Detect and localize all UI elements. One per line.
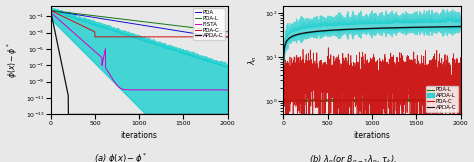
PDA [48,10,54,12]
PDA-C [64,17,69,19]
PDA-L [281,100,286,102]
X-axis label: iterations: iterations [121,131,158,140]
FISTA [193,89,199,91]
PDA-L [290,100,296,102]
PDA-C [458,81,464,82]
PDA [114,20,119,22]
Legend: PDA-L, APDA-L, PDA-C, APDA-C: PDA-L, APDA-L, PDA-C, APDA-C [426,86,458,112]
FISTA [225,89,231,91]
Line: APDA-C: APDA-C [51,11,228,114]
PDA-C [225,36,231,38]
APDA-C [64,85,69,87]
PDA [154,27,160,29]
PDA [225,36,231,38]
APDA-C [52,29,57,31]
PDA-C [346,74,352,76]
Text: (a) $\phi(x) - \phi^*$: (a) $\phi(x) - \phi^*$ [94,152,148,162]
PDA-L [64,11,69,13]
PDA-L [296,100,302,102]
PDA-C [155,36,160,38]
PDA-L [285,100,291,102]
PDA-C [283,123,288,125]
PDA-L [284,100,290,102]
PDA [64,12,69,14]
Y-axis label: $\phi(x) - \phi^*$: $\phi(x) - \phi^*$ [6,42,20,78]
Line: PDA-C: PDA-C [283,48,461,124]
PDA-L [48,10,54,12]
X-axis label: iterations: iterations [354,131,391,140]
Line: PDA: PDA [51,11,228,37]
PDA-C [326,47,331,49]
PDA-C [296,89,302,91]
PDA [193,33,199,35]
Line: PDA-L: PDA-L [51,11,228,32]
PDA-C [114,36,119,38]
PDA-C [52,12,57,13]
APDA-C [65,113,71,115]
PDA-L [427,100,432,102]
PDA-L [154,22,160,24]
FISTA [199,89,205,91]
APDA-C [57,56,63,58]
PDA-C [427,70,432,72]
PDA [212,36,218,38]
APDA-C [48,10,54,12]
FISTA [154,89,160,91]
PDA-C [48,10,54,12]
PDA-L [57,11,63,13]
APDA-C [194,113,200,115]
PDA-C [281,78,286,80]
FISTA [48,11,54,13]
PDA-L [387,100,393,102]
PDA-L [360,97,365,99]
Legend: PDA, PDA-L, FISTA, PDA-C, APDA-C: PDA, PDA-L, FISTA, PDA-C, APDA-C [193,8,225,40]
PDA-C [92,36,98,38]
Line: PDA-L: PDA-L [283,98,461,101]
PDA-C [57,14,63,16]
FISTA [57,20,63,22]
PDA [57,11,63,13]
APDA-C [155,113,160,115]
Line: PDA-C: PDA-C [51,11,228,37]
PDA-C [290,119,296,121]
PDA-C [387,71,393,73]
FISTA [114,83,119,85]
PDA-L [458,100,464,102]
PDA-L [346,100,352,102]
PDA-L [225,31,231,33]
PDA-L [193,27,199,29]
Line: FISTA: FISTA [51,12,228,90]
Y-axis label: $\lambda_n$: $\lambda_n$ [246,55,259,65]
PDA-C [194,36,200,38]
FISTA [52,15,57,17]
PDA-L [114,17,119,19]
APDA-C [225,113,231,115]
APDA-C [114,113,119,115]
PDA-L [52,10,57,12]
FISTA [64,25,69,27]
Text: (b) $\lambda_n$(or $\beta_{n-1}\lambda_n$, $\tau_k$).: (b) $\lambda_n$(or $\beta_{n-1}\lambda_n… [309,153,397,162]
PDA-C [285,116,291,118]
PDA [52,10,57,12]
